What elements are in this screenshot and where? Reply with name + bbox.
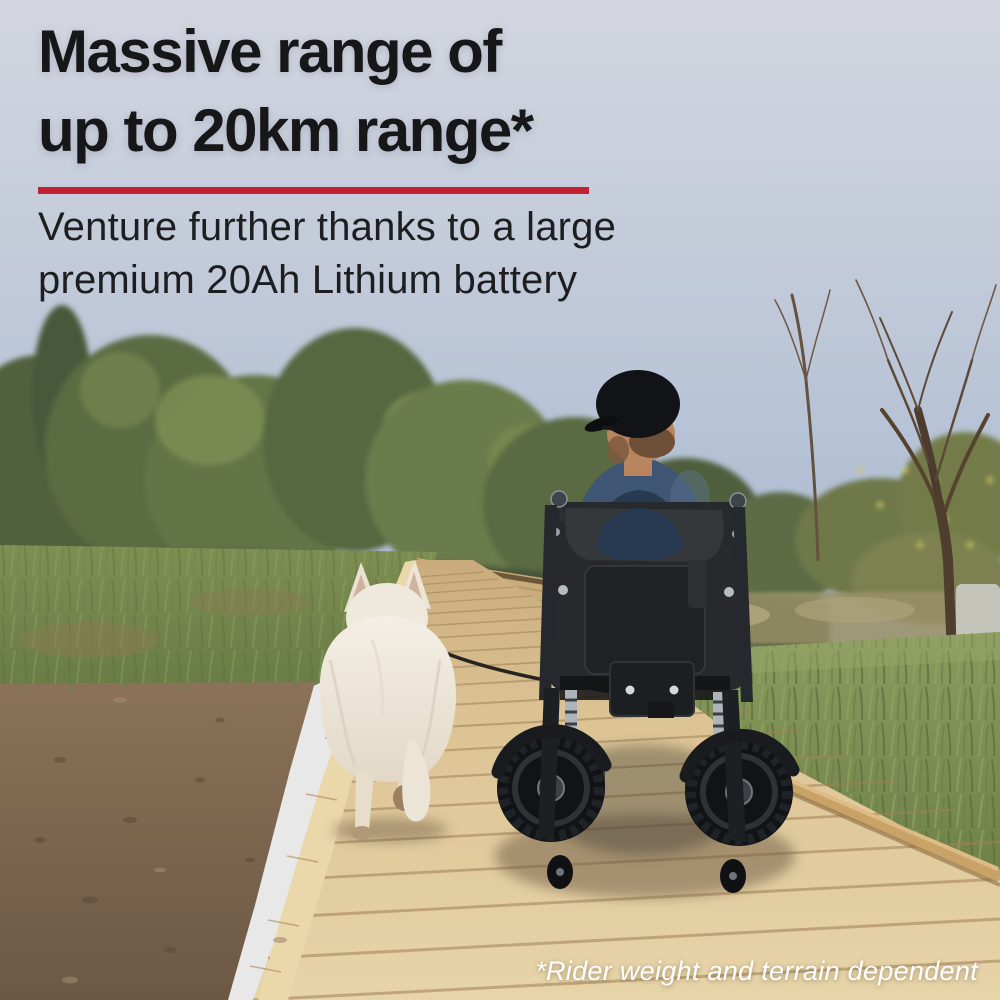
anti-tip-wheels: [547, 855, 746, 893]
rider-beard: [607, 436, 629, 464]
headline-line1: Massive range of: [38, 18, 502, 85]
dog: [319, 560, 457, 842]
seat-back: [549, 490, 747, 690]
chair-frame: [539, 505, 753, 702]
dog-leg: [355, 772, 374, 830]
cap-brim: [584, 416, 618, 432]
headline-line2: up to 20km range*: [38, 97, 534, 164]
rear-reflector: [550, 490, 568, 508]
dog-body: [319, 616, 457, 782]
wheelchair-and-rider: [491, 370, 800, 898]
subheadline-line2: premium 20Ah Lithium battery: [38, 258, 578, 302]
battery-box: [560, 661, 730, 718]
dirt-foreground: [0, 667, 315, 1000]
subheadline-line1: Venture further thanks to a large: [38, 205, 617, 249]
dog-tail: [402, 740, 431, 822]
disclaimer-note: *Rider weight and terrain dependent: [535, 956, 978, 986]
subheadline: Venture further thanks to a large premiu…: [38, 201, 616, 307]
red-divider: [38, 187, 589, 194]
rider-cap: [596, 370, 680, 438]
fenders: [491, 724, 800, 783]
suspension: [565, 690, 725, 740]
water-edge: [956, 584, 1000, 644]
headline: Massive range of up to 20km range*: [38, 12, 534, 170]
boardwalk-right-curb: [779, 774, 1000, 887]
tree-trunk: [933, 495, 957, 660]
dog-paw: [352, 826, 372, 840]
sunglasses-arm: [602, 425, 614, 431]
